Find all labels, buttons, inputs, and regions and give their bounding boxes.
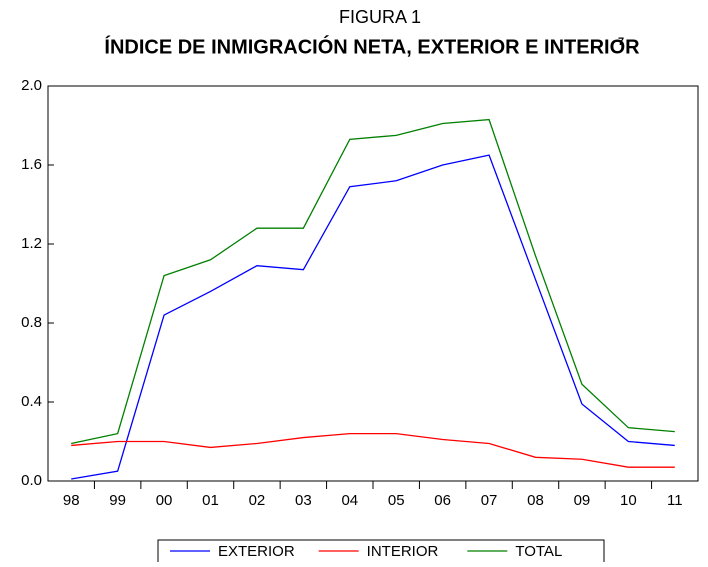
x-tick-label: 10 <box>620 492 637 509</box>
x-tick-label: 05 <box>388 492 405 509</box>
x-tick-label: 98 <box>63 492 80 509</box>
legend-label: INTERIOR <box>367 543 439 560</box>
x-tick-label: 07 <box>481 492 498 509</box>
x-tick-label: 04 <box>341 492 358 509</box>
y-tick-label: 1.6 <box>21 156 42 173</box>
series-line <box>71 118 675 445</box>
title-footnote: 7 <box>618 36 624 48</box>
x-tick-label: 01 <box>202 492 219 509</box>
x-tick-label: 03 <box>295 492 312 509</box>
x-tick-label: 06 <box>434 492 451 509</box>
x-tick-label: 08 <box>527 492 544 509</box>
legend-label: EXTERIOR <box>218 543 295 560</box>
y-tick-label: 1.2 <box>21 235 42 252</box>
legend-label: TOTAL <box>515 543 562 560</box>
y-tick-label: 0.4 <box>21 393 42 410</box>
x-tick-label: 09 <box>574 492 591 509</box>
figure-label: FIGURA 1 <box>339 7 421 27</box>
series-line <box>71 154 675 480</box>
x-tick-label: 99 <box>109 492 126 509</box>
chart-title: ÍNDICE DE INMIGRACIÓN NETA, EXTERIOR E I… <box>104 34 640 58</box>
series-line <box>71 432 675 468</box>
y-tick-label: 0.8 <box>21 314 42 331</box>
x-tick-label: 11 <box>667 492 683 509</box>
y-tick-label: 0.0 <box>21 472 42 489</box>
legend-box <box>157 539 605 565</box>
plot-frame <box>47 85 699 482</box>
x-tick-label: 00 <box>156 492 173 509</box>
y-tick-label: 2.0 <box>21 77 42 94</box>
x-tick-label: 02 <box>249 492 266 509</box>
